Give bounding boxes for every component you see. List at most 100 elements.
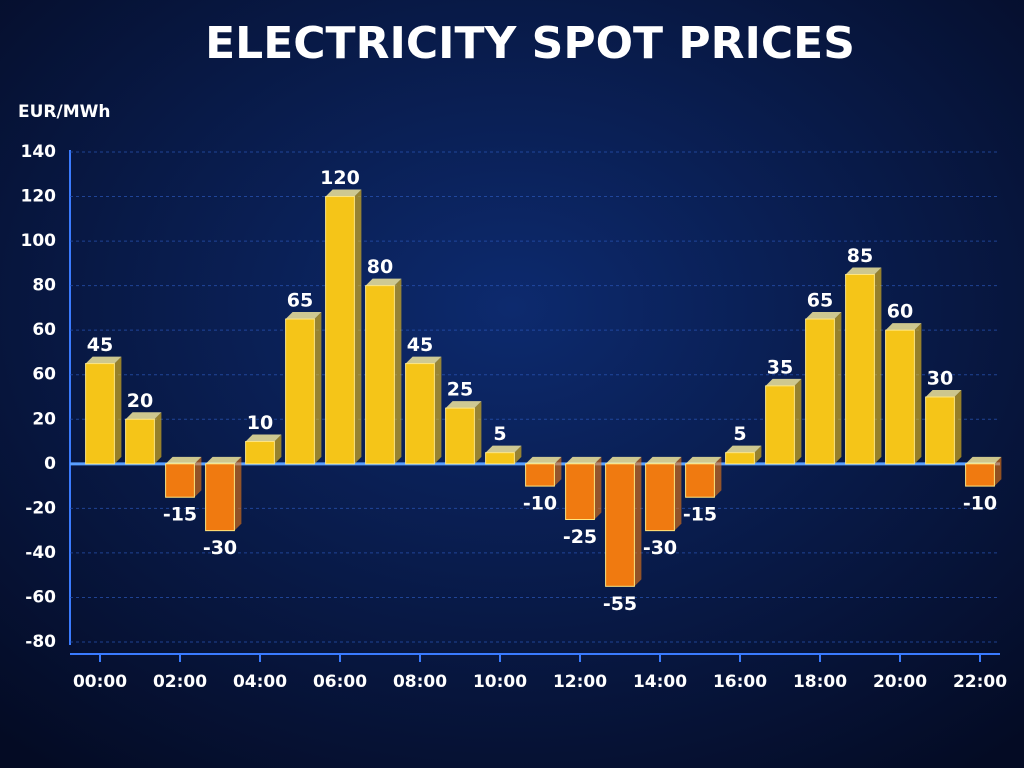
y-tick-label: 0	[44, 454, 56, 474]
data-label: -55	[603, 593, 637, 615]
bar	[285, 318, 315, 465]
bar	[965, 463, 995, 487]
x-tick-label: 08:00	[393, 672, 447, 692]
x-tick-label: 12:00	[553, 672, 607, 692]
bar	[405, 363, 435, 465]
bar-side	[394, 278, 402, 464]
data-label: -15	[163, 504, 197, 526]
bar	[885, 329, 915, 465]
bar	[245, 441, 275, 465]
y-axis-label: EUR/MWh	[18, 102, 111, 122]
bar-top	[605, 456, 642, 464]
bar-side	[874, 267, 882, 464]
x-tick-label: 10:00	[473, 672, 527, 692]
bar-top	[125, 412, 162, 420]
y-tick-label: 140	[21, 142, 57, 162]
bar-top	[845, 267, 882, 275]
bar-side	[994, 456, 1002, 487]
x-tick-label: 02:00	[153, 672, 207, 692]
bar-top	[485, 445, 522, 453]
y-tick-label: -60	[25, 587, 56, 607]
bar-side	[954, 390, 962, 464]
data-label: 120	[320, 167, 360, 189]
bar	[525, 463, 555, 487]
bar	[765, 385, 795, 465]
bar-top	[85, 356, 122, 364]
bar	[645, 463, 675, 532]
x-tick-label: 00:00	[73, 672, 127, 692]
bar-top	[885, 323, 922, 331]
bar-top	[805, 312, 842, 320]
bar-side	[554, 456, 562, 487]
bar-side	[714, 456, 722, 498]
bar-side	[634, 456, 642, 587]
bar-side	[834, 312, 842, 464]
data-label: 20	[127, 390, 153, 412]
x-tick-label: 22:00	[953, 672, 1007, 692]
bar-side	[594, 456, 602, 520]
bar	[605, 463, 635, 587]
bar	[725, 452, 755, 465]
data-label: 85	[847, 245, 873, 267]
bar-side	[274, 434, 282, 464]
bar-side	[754, 445, 762, 464]
bar	[485, 452, 515, 465]
x-tick-label: 04:00	[233, 672, 287, 692]
bar-top	[965, 456, 1002, 464]
x-tick-label: 06:00	[313, 672, 367, 692]
y-tick-label: -20	[25, 498, 56, 518]
y-tick-label: 80	[32, 276, 56, 296]
bar-side	[514, 445, 522, 464]
bar-top	[925, 390, 962, 397]
data-label: -15	[683, 504, 717, 526]
bar	[845, 274, 875, 465]
bar-top	[245, 434, 282, 442]
bar	[165, 463, 195, 498]
bar	[565, 463, 595, 520]
data-label: 5	[493, 423, 506, 445]
data-label: -30	[643, 537, 677, 559]
data-label: 65	[287, 290, 313, 312]
data-label: 45	[87, 334, 113, 356]
data-label: 35	[767, 356, 793, 378]
bar-top	[205, 456, 242, 464]
data-label: 45	[407, 334, 433, 356]
bar-top	[725, 445, 762, 453]
y-tick-label: 120	[21, 187, 57, 207]
bar-side	[674, 456, 682, 531]
y-tick-label: 60	[32, 320, 56, 340]
y-tick-label: -80	[25, 632, 56, 652]
bar-side	[794, 378, 802, 464]
bar	[925, 396, 955, 465]
bar-side	[154, 412, 162, 464]
y-tick-label: 100	[21, 231, 57, 251]
y-tick-label: -40	[25, 543, 56, 563]
data-label: -30	[203, 537, 237, 559]
bar	[205, 463, 235, 532]
bar-top	[525, 456, 562, 464]
x-tick-label: 14:00	[633, 672, 687, 692]
bar	[125, 418, 155, 465]
bar	[85, 363, 115, 465]
bar	[365, 285, 395, 465]
data-label: -10	[523, 493, 557, 515]
bar-side	[474, 401, 482, 464]
bar	[325, 196, 355, 465]
bar-side	[234, 456, 242, 531]
bar-top	[445, 401, 482, 409]
bar-side	[314, 312, 322, 464]
bar	[445, 407, 475, 465]
data-label: 80	[367, 256, 393, 278]
data-label: 60	[887, 301, 913, 323]
bar-side	[354, 189, 362, 464]
x-tick-label: 20:00	[873, 672, 927, 692]
bar-side	[194, 456, 202, 498]
bar-top	[165, 456, 202, 464]
bar-top	[685, 456, 722, 464]
x-tick-label: 16:00	[713, 672, 767, 692]
data-label: 5	[733, 423, 746, 445]
x-tick-label: 18:00	[793, 672, 847, 692]
bar	[685, 463, 715, 498]
bar-side	[914, 323, 922, 464]
